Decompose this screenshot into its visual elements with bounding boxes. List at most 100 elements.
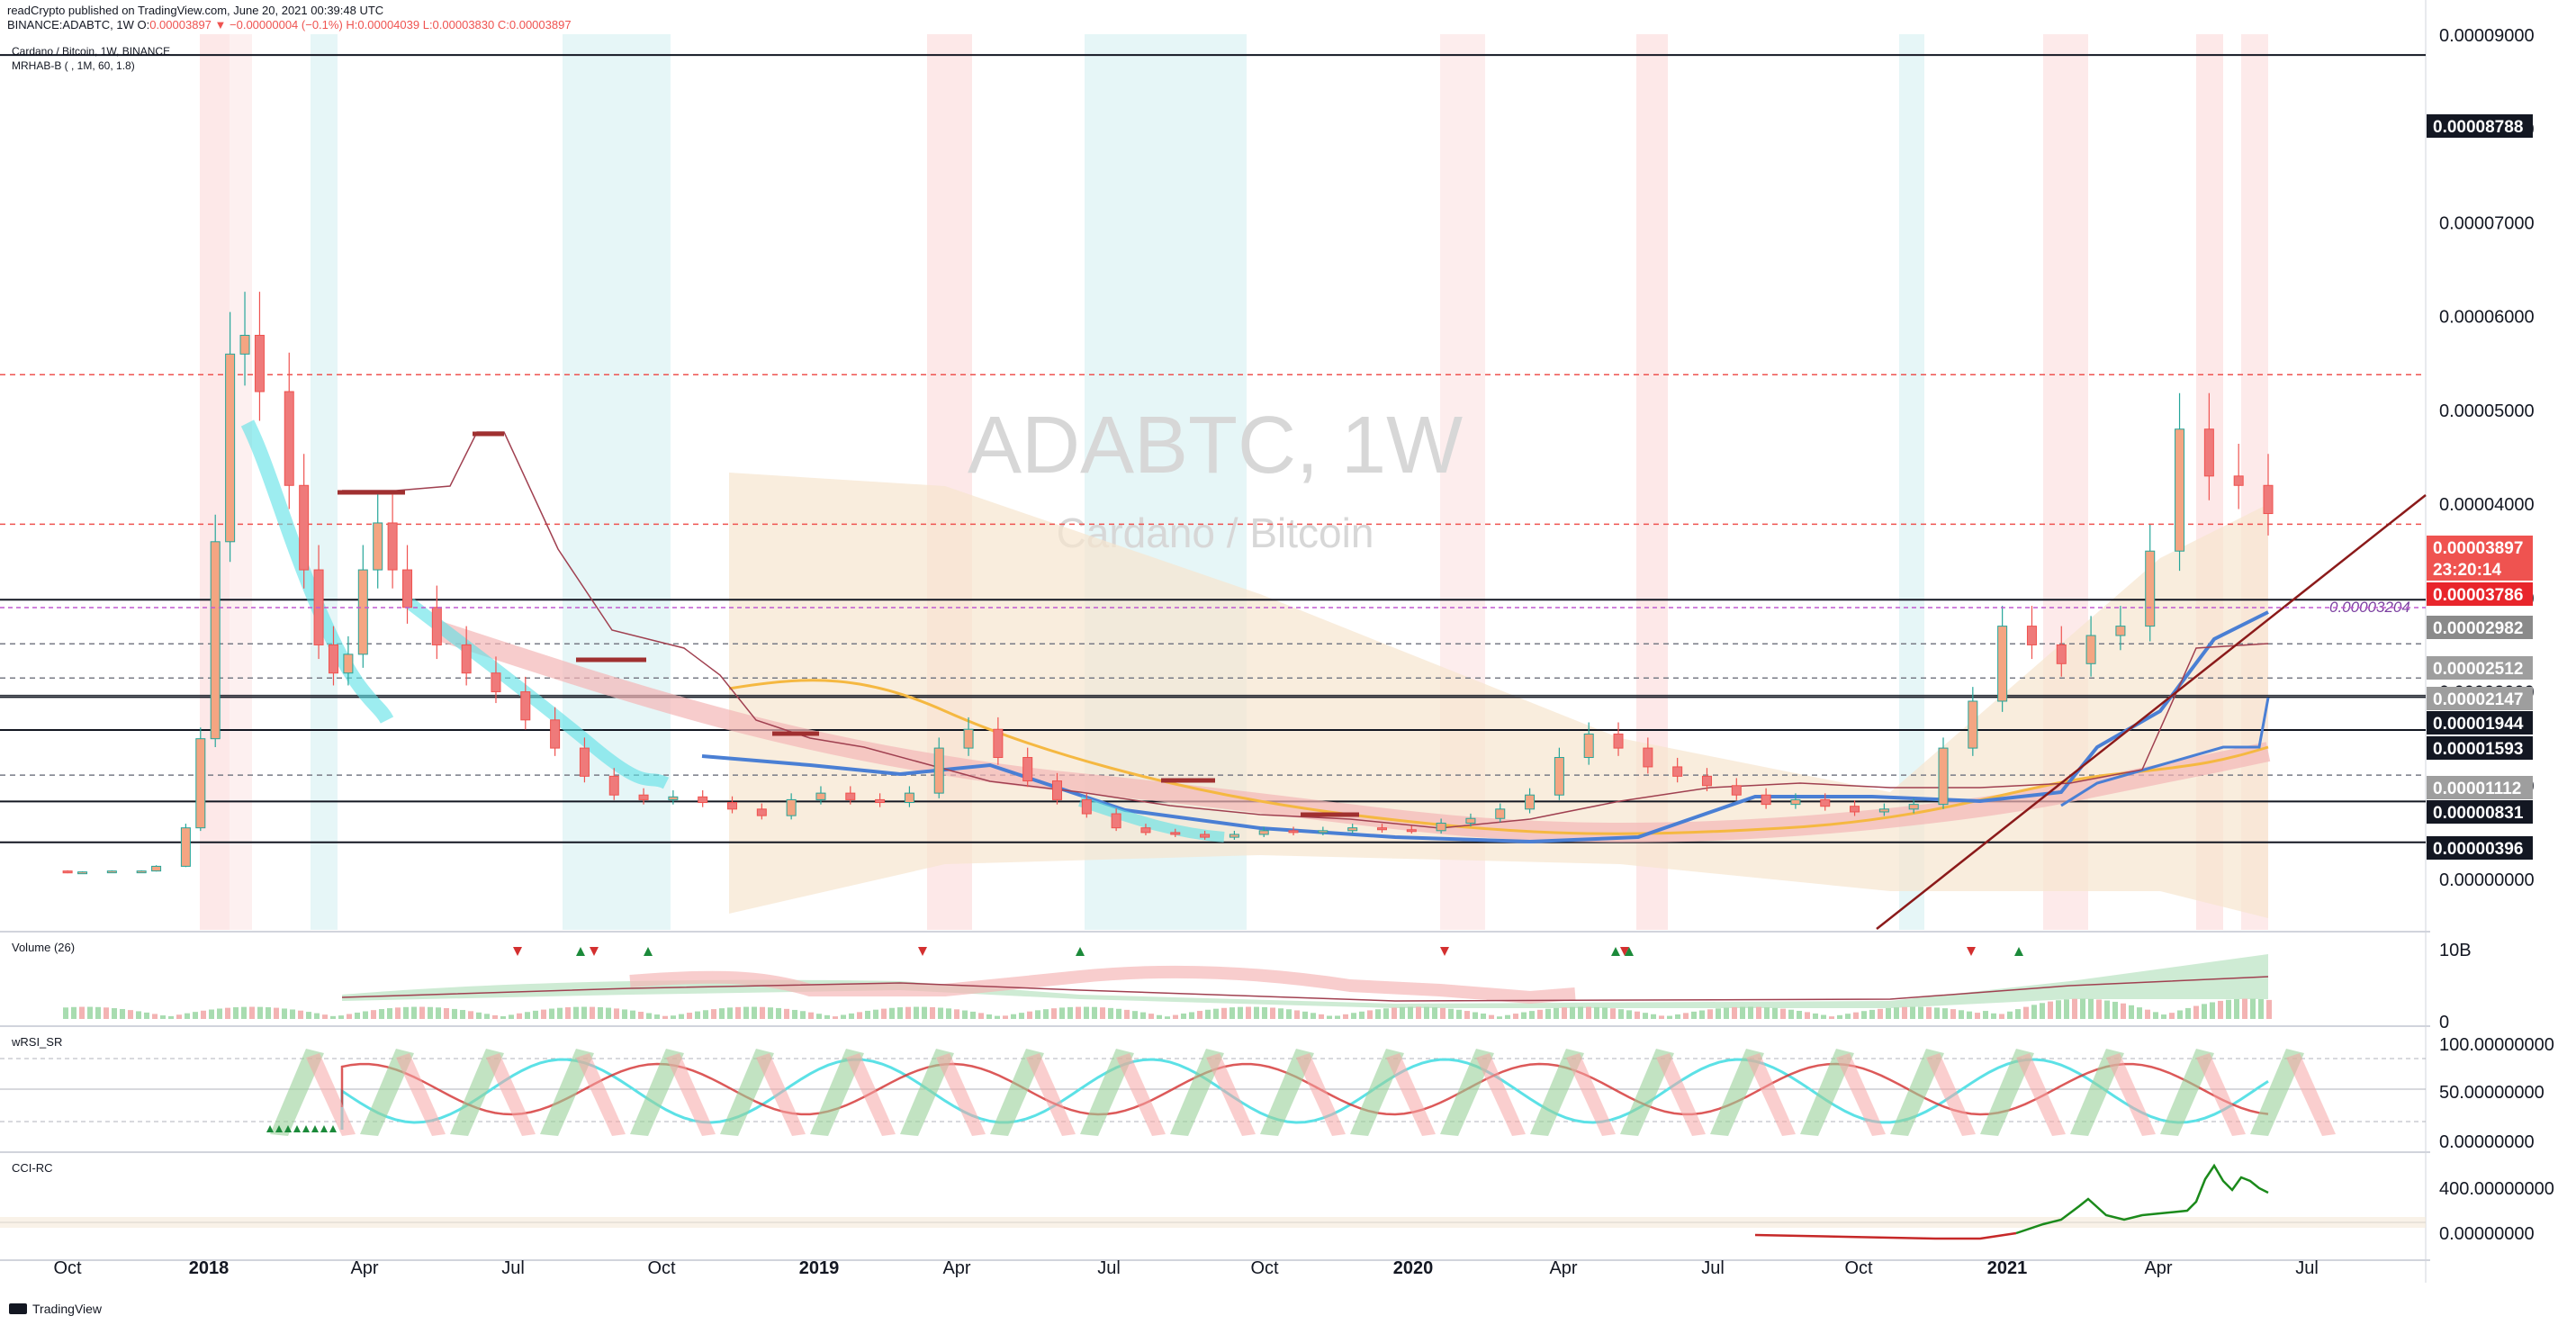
volume-bar: [1699, 1010, 1705, 1019]
candle-body: [579, 747, 590, 777]
volume-bar: [2072, 998, 2077, 1019]
volume-bar: [1327, 1015, 1332, 1019]
rsi-arrow: [320, 1125, 328, 1132]
volume-bar: [1756, 1006, 1761, 1019]
wrsi-title: wRSI_SR: [11, 1035, 62, 1049]
candle-body: [1170, 832, 1181, 835]
price-axis: 0.000090000.000080000.000070000.00006000…: [2439, 26, 2535, 890]
candle-body: [2263, 484, 2274, 515]
volume-bar: [1894, 1007, 1899, 1019]
rsi-zone: [306, 1053, 356, 1136]
volume-bar: [403, 1006, 409, 1019]
time-axis: Oct 2018 Apr Jul Oct 2019 Apr Jul Oct 2020 Apr Jul O…: [53, 1258, 2318, 1278]
candle-body: [2115, 626, 2126, 636]
volume-bar: [1092, 1006, 1097, 1019]
volume-bar: [249, 1006, 255, 1019]
volume-bar: [2121, 1003, 2126, 1019]
publisher-line: readCrypto published on TradingView.com,…: [7, 4, 384, 17]
volume-bar: [1805, 1012, 1810, 1019]
volume-bar: [1343, 1014, 1348, 1019]
rsi-arrow: [311, 1125, 319, 1132]
volume-bar: [1011, 1014, 1016, 1019]
volume-bar: [1594, 1006, 1599, 1019]
volume-bar: [444, 1007, 449, 1019]
candle-body: [2085, 635, 2096, 664]
volume-bar: [1788, 1009, 1794, 1019]
dashed-levels: [0, 374, 2426, 776]
sub-axes: 10B 0 100.00000000 50.00000000 0.00000000 400…: [2439, 941, 2554, 1244]
volume-bar: [1067, 1006, 1073, 1019]
stop-line: [342, 431, 2269, 829]
tradingview-logo-icon: [9, 1303, 27, 1314]
volume-bar: [986, 1014, 992, 1019]
volume-bar: [1521, 1012, 1527, 1019]
volume-bar: [1108, 1007, 1113, 1019]
volume-bar: [1481, 1014, 1486, 1019]
ma-blue-lower: [2060, 697, 2270, 807]
volume-bar: [671, 1015, 676, 1019]
volume-bar: [379, 1009, 384, 1019]
price-tag: [2427, 800, 2533, 824]
volume-bar: [1610, 1008, 1616, 1019]
volume-bar: [2112, 1001, 2118, 1019]
volume-bar: [2088, 998, 2094, 1019]
volume-bar: [1740, 1006, 1745, 1019]
volume-bar: [1918, 1006, 1923, 1019]
volume-bar: [371, 1010, 376, 1019]
price-tag: [2427, 557, 2533, 581]
price-tag-label: 0.00002512: [2433, 660, 2523, 679]
volume-bar: [152, 1014, 158, 1019]
price-tag-label: 0.00001944: [2433, 715, 2524, 734]
volume-bar: [808, 1012, 814, 1019]
sub-tick-label: 0.00000000: [2439, 1224, 2535, 1244]
sub-tick-label: 50.00000000: [2439, 1083, 2544, 1103]
volume-bar: [1732, 1006, 1737, 1019]
volume-bar: [1497, 1016, 1502, 1019]
volume-bar: [509, 1014, 514, 1019]
volume-bar: [565, 1007, 571, 1019]
candle-body: [1850, 806, 1860, 813]
rsi-zone: [936, 1053, 986, 1136]
volume-bar: [1140, 1012, 1146, 1019]
cci-title: CCI-RC: [12, 1161, 53, 1175]
candle-body: [727, 802, 738, 810]
volume-bar: [1967, 1011, 1972, 1019]
price-tick-label: 0.00004000: [2439, 495, 2535, 515]
volume-bar: [1716, 1008, 1721, 1019]
volume-bar: [1367, 1010, 1373, 1019]
candle-body: [387, 522, 398, 571]
volume-bar: [2007, 1011, 2013, 1019]
price-tag-label: 0.00001112: [2433, 780, 2521, 798]
volume-bar: [1950, 1009, 1956, 1019]
volume-bar: [1554, 1007, 1559, 1019]
volume-bar: [1084, 1006, 1089, 1019]
candle-body: [1465, 817, 1476, 824]
candle-body: [1051, 780, 1062, 800]
volume-bar: [2145, 1009, 2150, 1019]
trend-line[interactable]: [1876, 494, 2427, 930]
candle-body: [668, 796, 679, 800]
volume-bar: [1027, 1011, 1032, 1019]
time-tick-label: Oct: [53, 1258, 82, 1278]
volume-bar: [1934, 1007, 1940, 1019]
volume-bar: [452, 1008, 457, 1019]
volume-bar: [160, 1015, 166, 1019]
signal-arrow: [1967, 947, 1976, 956]
volume-bar: [347, 1014, 352, 1019]
rsi-zone: [1206, 1053, 1256, 1136]
volume-bar: [1302, 1011, 1308, 1019]
rsi-zone: [576, 1053, 626, 1136]
candle-body: [2175, 428, 2185, 552]
rsi-zone: [2160, 1049, 2214, 1136]
volume-bar: [2266, 999, 2272, 1019]
volume-bar: [865, 1010, 870, 1019]
volume-bar: [71, 1006, 77, 1019]
volume-bar: [2137, 1007, 2142, 1019]
candle-body: [1761, 794, 1771, 806]
signal-arrow: [644, 947, 653, 956]
volume-bar: [1205, 1009, 1211, 1019]
volume-bar: [387, 1008, 392, 1019]
volume-bar: [606, 1007, 611, 1019]
sub-tick-label: 0.00000000: [2439, 1132, 2535, 1152]
